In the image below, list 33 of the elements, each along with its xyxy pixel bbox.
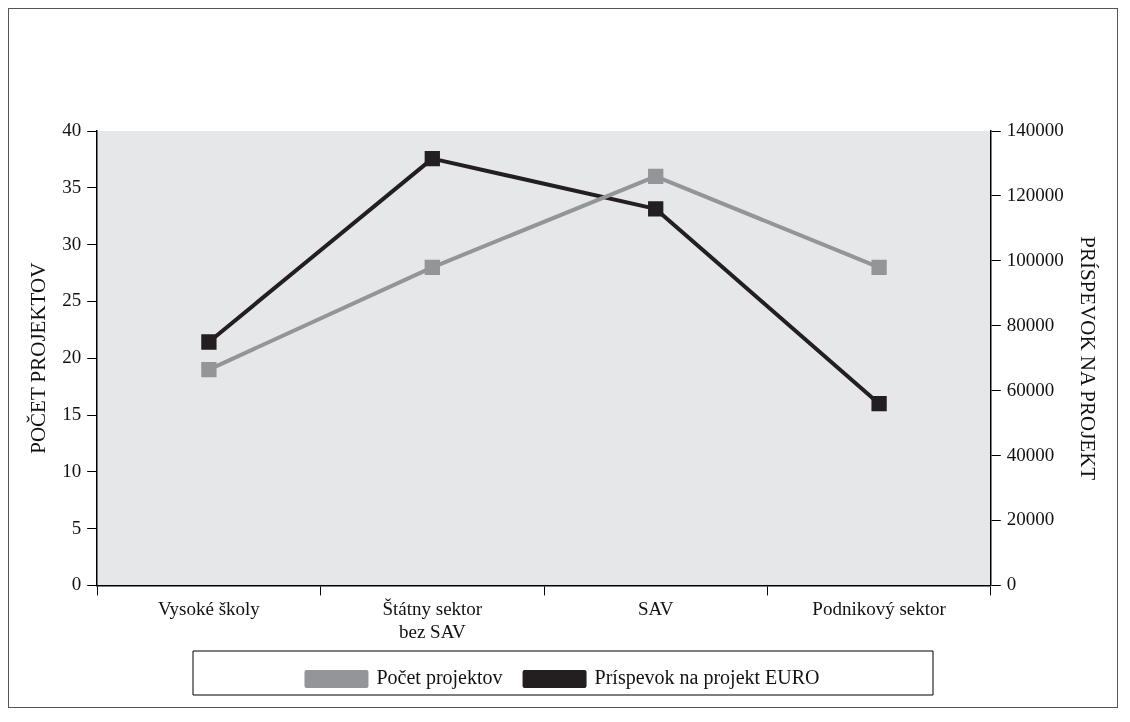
x-tick-label: Štátny sektor bez SAV: [382, 597, 483, 642]
point: [201, 334, 217, 350]
y-tick-label: 40: [62, 118, 82, 140]
x-tick-label: Vysoké školy: [157, 597, 261, 619]
y2-axis-title: PRÍSPEVOK NA PROJEKT: [1075, 236, 1100, 481]
y-tick-label: 25: [62, 289, 82, 311]
y2-tick-label: 0: [1006, 573, 1017, 595]
y-tick-label: 35: [62, 175, 82, 197]
point: [871, 259, 887, 275]
point: [424, 150, 440, 167]
x-tick-label: Podnikový sektor: [812, 597, 947, 619]
y-tick-label: 15: [62, 402, 82, 424]
point: [871, 395, 887, 412]
y2-tick-label: 120000: [1006, 183, 1064, 205]
y-tick-label: 20: [62, 346, 82, 368]
point: [424, 259, 440, 275]
y-axis-title: POČET PROJEKTOV: [26, 262, 51, 454]
legend-label: Počet projektov: [376, 666, 503, 690]
y2-tick-label: 80000: [1006, 313, 1055, 335]
point: [648, 168, 664, 185]
y-tick-label: 0: [71, 573, 82, 595]
y-tick-label: 5: [71, 516, 82, 538]
legend-label: Príspevok na projekt EURO: [594, 666, 820, 690]
y2-tick-label: 40000: [1006, 443, 1055, 465]
x-tick-label: SAV: [637, 597, 674, 619]
y2-tick-label: 20000: [1006, 508, 1055, 530]
y2-tick-label: 140000: [1006, 118, 1064, 140]
point: [201, 361, 217, 378]
y2-tick-label: 100000: [1006, 248, 1064, 270]
y2-tick-label: 60000: [1006, 378, 1055, 400]
y-tick-label: 10: [62, 459, 82, 481]
point: [648, 201, 664, 217]
y-tick-label: 30: [62, 232, 82, 254]
